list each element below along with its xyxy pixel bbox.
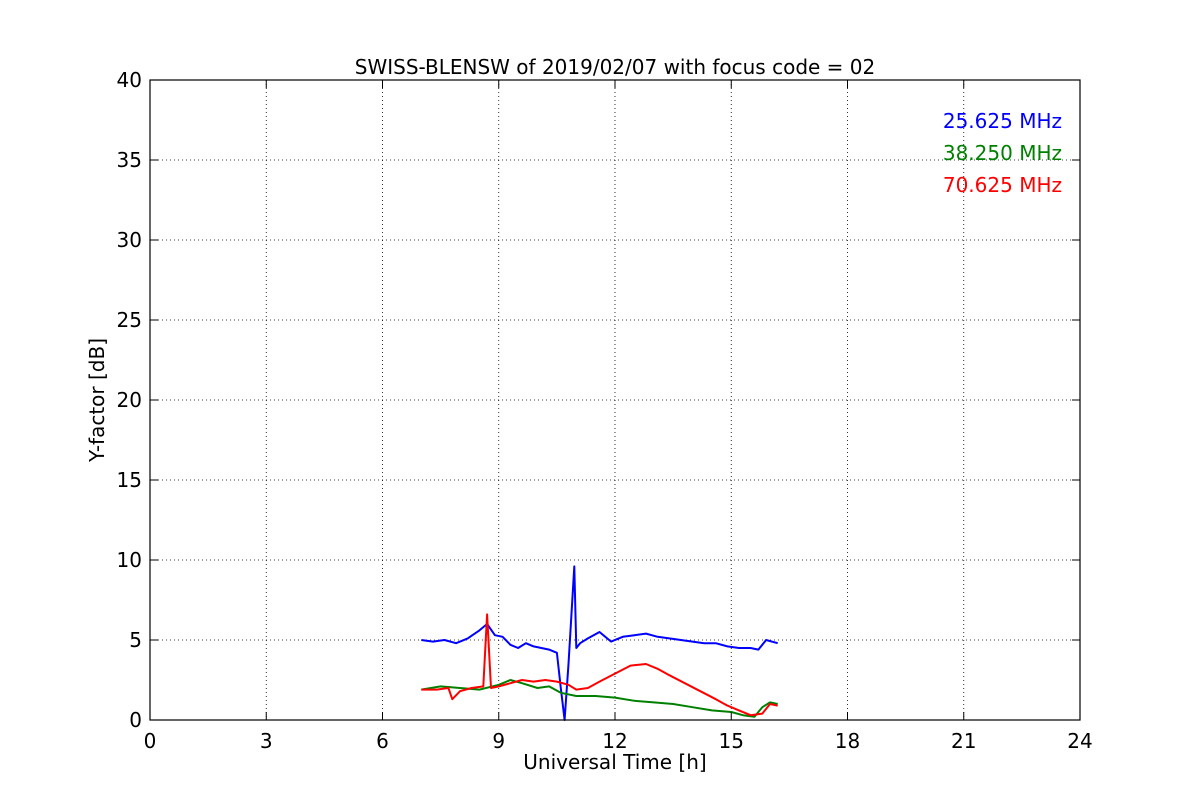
axis-ticks <box>149 79 1081 721</box>
chart-title: SWISS-BLENSW of 2019/02/07 with focus co… <box>355 55 876 79</box>
y-tick-label: 5 <box>129 628 142 652</box>
y-tick-label: 35 <box>117 148 142 172</box>
x-tick-label: 0 <box>144 729 157 753</box>
legend-entry-2: 38.250 MHz <box>943 141 1062 165</box>
y-tick-label: 10 <box>117 548 142 572</box>
y-tick-label: 40 <box>117 68 142 92</box>
y-tick-labels: 0 5 10 15 20 25 30 35 40 <box>117 68 142 732</box>
x-tick-label: 3 <box>260 729 273 753</box>
x-tick-label: 24 <box>1067 729 1092 753</box>
series-line-3 <box>421 613 778 717</box>
y-tick-label: 20 <box>117 388 142 412</box>
x-tick-label: 9 <box>492 729 505 753</box>
y-axis-title: Y-factor [dB] <box>85 338 109 463</box>
legend-entry-1: 25.625 MHz <box>943 109 1062 133</box>
x-axis-title: Universal Time [h] <box>523 750 706 774</box>
x-tick-label: 15 <box>719 729 744 753</box>
y-tick-label: 0 <box>129 708 142 732</box>
x-tick-labels: 0 3 6 9 12 15 18 21 24 <box>144 729 1093 753</box>
legend-entry-3: 70.625 MHz <box>943 173 1062 197</box>
series-line-2 <box>421 679 778 718</box>
series-lines <box>421 565 778 721</box>
x-tick-label: 21 <box>951 729 976 753</box>
x-tick-label: 6 <box>376 729 389 753</box>
y-tick-label: 25 <box>117 308 142 332</box>
legend: 25.625 MHz 38.250 MHz 70.625 MHz <box>943 109 1062 197</box>
y-tick-label: 30 <box>117 228 142 252</box>
series-line-1 <box>421 565 778 721</box>
x-tick-label: 18 <box>835 729 860 753</box>
y-tick-label: 15 <box>117 468 142 492</box>
x-tick-label: 12 <box>602 729 627 753</box>
